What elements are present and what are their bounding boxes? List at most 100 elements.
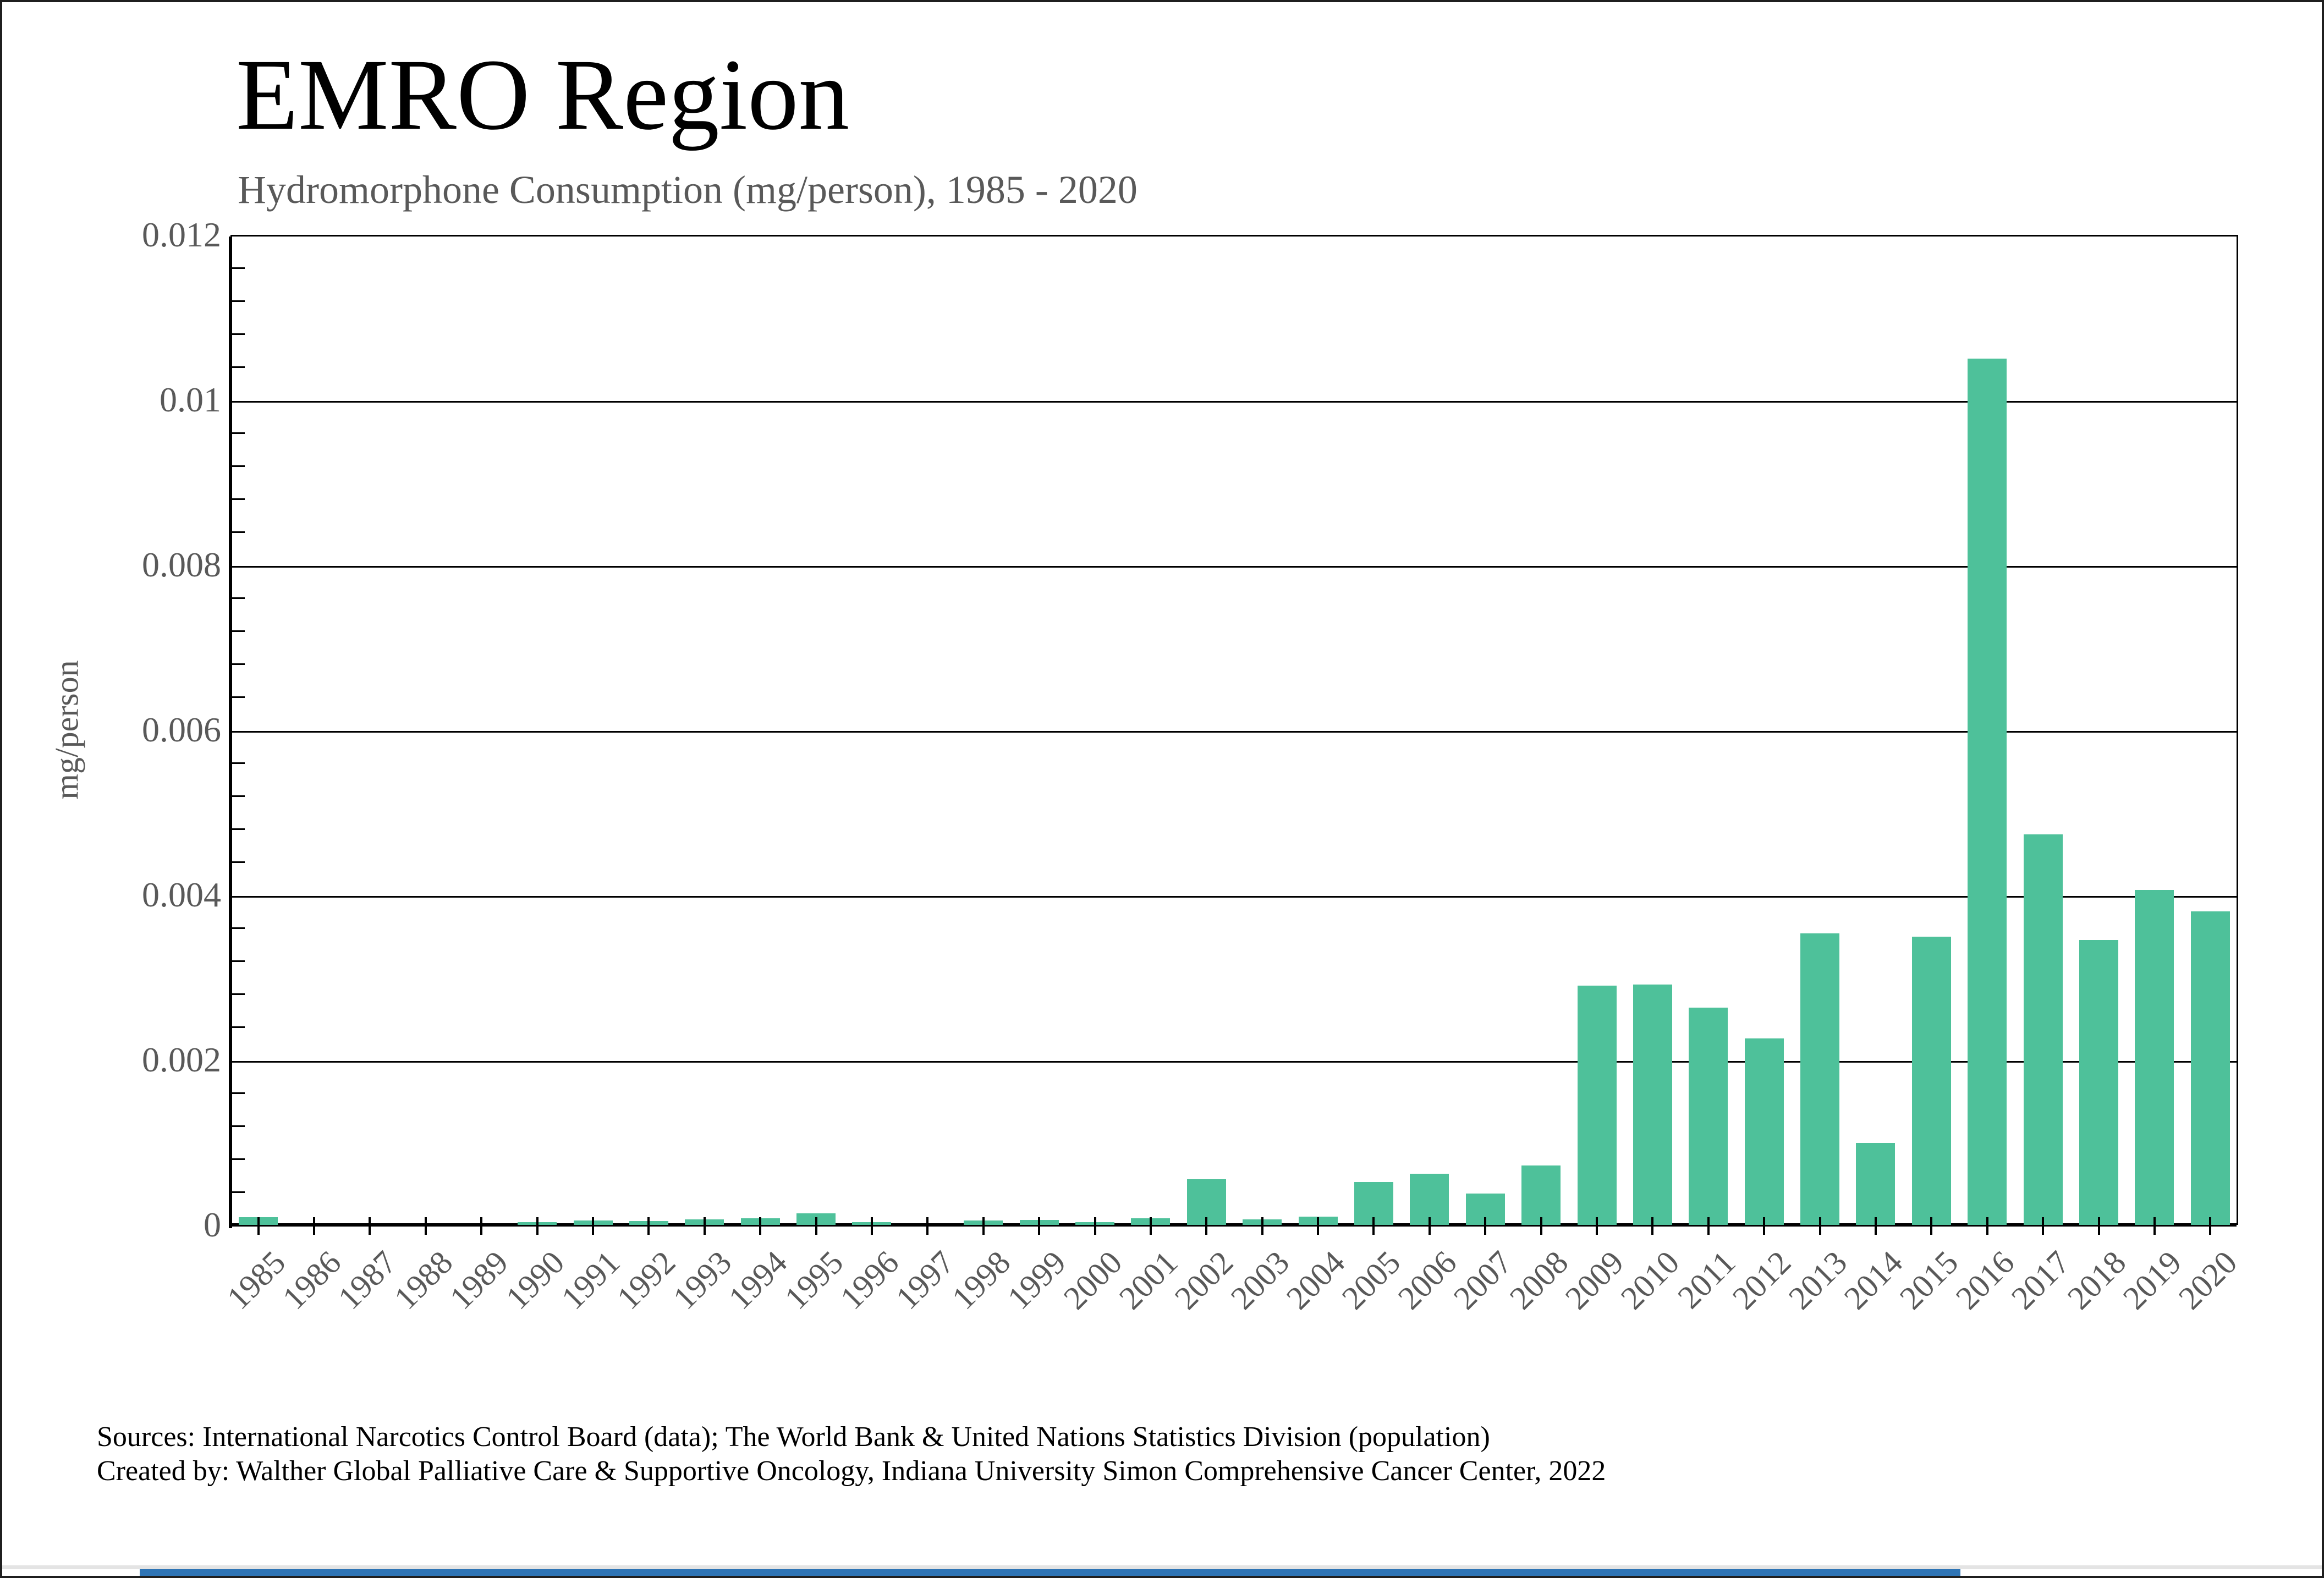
x-tick [703,1217,706,1235]
y-minor-tick [230,1191,245,1193]
source-line-1: Sources: International Narcotics Control… [97,1421,1490,1453]
y-minor-tick [230,267,245,269]
y-minor-tick [230,531,245,533]
x-tick-label-2008: 2008 [1502,1244,1575,1317]
x-tick-label-1999: 1999 [1000,1244,1073,1317]
source-line-2: Created by: Walther Global Palliative Ca… [97,1455,1606,1487]
x-tick-label-2004: 2004 [1279,1244,1352,1317]
x-tick [1372,1217,1375,1235]
x-tick [1596,1217,1598,1235]
x-tick-label-2015: 2015 [1893,1244,1965,1317]
page-title: EMRO Region [236,39,850,151]
x-tick-label-2017: 2017 [2004,1244,2077,1317]
y-minor-tick [230,597,245,599]
y-minor-tick [230,333,245,335]
bar-2010 [1633,985,1672,1225]
y-minor-tick [230,960,245,962]
plot-area [229,235,2238,1228]
x-tick-label-2003: 2003 [1223,1244,1296,1317]
x-tick-label-2007: 2007 [1447,1244,1519,1317]
x-tick-label-1998: 1998 [944,1244,1018,1317]
y-minor-tick [230,1125,245,1127]
x-tick [870,1217,873,1235]
x-tick [2042,1217,2045,1235]
x-tick-label-1989: 1989 [443,1244,515,1317]
y-tick-label: 0.002 [142,1040,221,1079]
x-tick [647,1217,650,1235]
x-tick [1874,1217,1877,1235]
x-tick [2097,1217,2100,1235]
x-tick-label-2020: 2020 [2172,1244,2244,1317]
bar-2011 [1689,1008,1728,1225]
x-tick-label-2006: 2006 [1391,1244,1464,1317]
bar-2020 [2190,911,2230,1225]
x-tick-label-2002: 2002 [1168,1244,1240,1317]
bar-2006 [1410,1174,1449,1225]
x-tick [424,1217,427,1235]
x-tick [1149,1217,1152,1235]
x-tick [1763,1217,1766,1235]
y-minor-tick [230,828,245,830]
x-tick [1651,1217,1654,1235]
bar-2009 [1577,986,1617,1225]
y-minor-tick [230,696,245,698]
x-tick [1818,1217,1821,1235]
x-tick [313,1217,316,1235]
x-tick-label-1991: 1991 [554,1244,627,1317]
x-tick [1540,1217,1542,1235]
x-tick [369,1217,371,1235]
x-tick-label-2018: 2018 [2060,1244,2133,1317]
x-tick-label-2005: 2005 [1335,1244,1408,1317]
x-tick-label-2012: 2012 [1726,1244,1798,1317]
x-tick [2153,1217,2156,1235]
x-tick [982,1217,985,1235]
x-tick [815,1217,817,1235]
x-tick [1261,1217,1263,1235]
y-minor-tick [230,432,245,434]
x-tick [1317,1217,1320,1235]
x-tick [1930,1217,1933,1235]
y-minor-tick [230,366,245,368]
x-tick-label-2000: 2000 [1056,1244,1129,1317]
y-minor-tick [230,861,245,863]
x-tick-label-2013: 2013 [1781,1244,1854,1317]
x-tick-label-2009: 2009 [1558,1244,1631,1317]
x-tick [480,1217,483,1235]
bottom-divider [2,1565,2322,1569]
x-axis-line [230,1223,2237,1227]
y-minor-tick [230,630,245,632]
x-tick-label-2014: 2014 [1837,1244,1910,1317]
x-tick-label-2019: 2019 [2116,1244,2189,1317]
y-tick-label: 0.012 [142,215,221,254]
x-tick [592,1217,595,1235]
gridline [230,565,2237,568]
x-tick-label-1997: 1997 [889,1244,962,1317]
y-minor-tick [230,762,245,764]
x-tick [1038,1217,1041,1235]
y-tick-label: 0.004 [142,875,221,914]
y-tick-label: 0.008 [142,545,221,584]
x-tick-label-1990: 1990 [498,1244,572,1317]
x-tick [1205,1217,1208,1235]
gridline [230,400,2237,403]
source-note: Sources: International Narcotics Control… [97,1420,1606,1488]
y-tick-label: 0.01 [160,380,221,419]
x-tick-label-1995: 1995 [777,1244,850,1317]
y-minor-tick [230,1092,245,1094]
bar-2012 [1744,1038,1784,1225]
x-tick [2209,1217,2212,1235]
y-minor-tick [230,1026,245,1028]
x-tick [1986,1217,1988,1235]
y-tick-label: 0.006 [142,710,221,749]
x-tick [1484,1217,1487,1235]
x-tick-label-1994: 1994 [722,1244,794,1317]
x-tick-label-1986: 1986 [275,1244,348,1317]
y-minor-tick [230,927,245,929]
bar-2015 [1911,937,1951,1225]
bar-2018 [2079,940,2119,1225]
y-minor-tick [230,795,245,797]
bar-2017 [2023,834,2063,1225]
gridline [230,895,2237,898]
x-tick [759,1217,762,1235]
